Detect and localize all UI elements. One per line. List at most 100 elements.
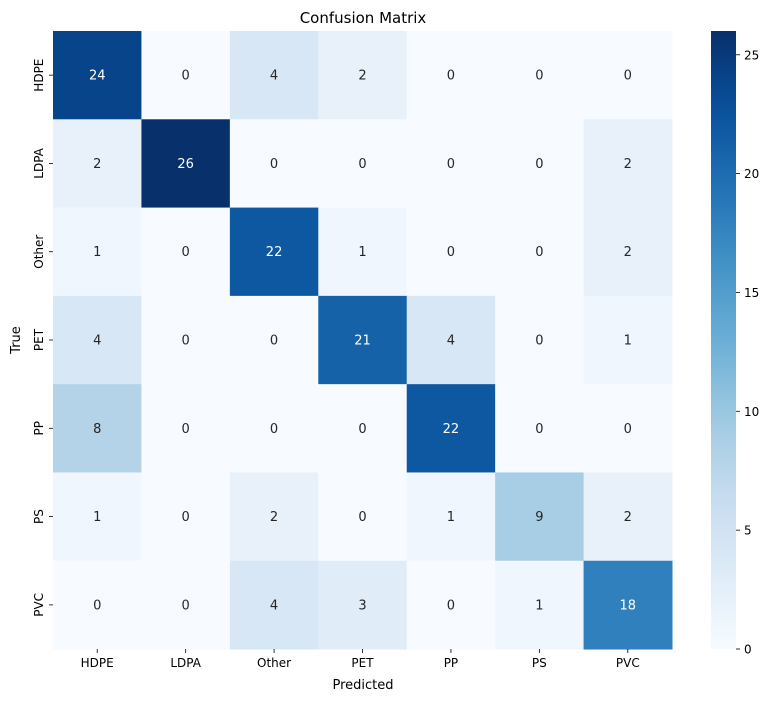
heatmap-cell xyxy=(229,31,319,120)
y-axis-ticks: HDPE LDPA Other PET PP PS PVC xyxy=(32,59,53,617)
heatmap-cell xyxy=(141,384,231,473)
cell-value-label: 0 xyxy=(270,422,278,437)
cell-value-label: 0 xyxy=(182,598,190,613)
x-tick-label: LDPA xyxy=(170,656,201,670)
cell-value-label: 4 xyxy=(270,69,278,84)
heatmap-cell xyxy=(141,207,231,297)
cell-value-label: 3 xyxy=(358,598,366,613)
colorbar-ticks: 0 5 10 15 20 25 xyxy=(736,48,759,657)
heatmap-cell xyxy=(141,560,231,650)
colorbar-tick-label: 5 xyxy=(744,524,752,538)
cell-value-label: 4 xyxy=(447,334,455,349)
cell-value-label: 0 xyxy=(93,598,101,613)
colorbar-tick-label: 0 xyxy=(744,643,752,657)
cell-value-label: 0 xyxy=(447,598,455,613)
cell-value-label: 0 xyxy=(182,69,190,84)
colorbar-tick-label: 20 xyxy=(744,167,759,181)
cell-value-label: 0 xyxy=(535,422,543,437)
x-tick-label: Other xyxy=(257,656,291,670)
cell-value-label: 0 xyxy=(358,157,366,172)
cell-value-label: 0 xyxy=(270,157,278,172)
heatmap-cell xyxy=(406,207,496,297)
heatmap-cell xyxy=(583,560,673,650)
heatmap-cell xyxy=(583,384,673,473)
cell-value-label: 0 xyxy=(270,334,278,349)
heatmap-cell xyxy=(141,472,231,562)
y-tick-label: PS xyxy=(32,509,46,524)
cell-value-label: 21 xyxy=(354,334,371,349)
cell-value-label: 0 xyxy=(535,157,543,172)
cell-value-label: 22 xyxy=(266,245,283,260)
y-tick-label: PVC xyxy=(32,593,46,617)
cell-value-label: 0 xyxy=(624,422,632,437)
heatmap-cell xyxy=(406,31,496,120)
y-tick-label: PET xyxy=(32,328,46,351)
cell-value-label: 0 xyxy=(447,245,455,260)
cell-value-label: 1 xyxy=(93,510,101,525)
heatmap-cell xyxy=(318,31,408,120)
heatmap-cell xyxy=(495,31,585,120)
heatmap-cell xyxy=(229,119,319,209)
cell-value-label: 0 xyxy=(182,245,190,260)
heatmap-cell xyxy=(318,560,408,650)
heatmap-cell xyxy=(406,384,496,473)
cell-value-label: 0 xyxy=(358,510,366,525)
cell-value-label: 0 xyxy=(182,334,190,349)
heatmap-cell xyxy=(406,295,496,385)
heatmap-cell xyxy=(495,560,585,650)
cell-value-label: 18 xyxy=(620,598,637,613)
heatmap-cell xyxy=(495,472,585,562)
heatmap-cell xyxy=(583,295,673,385)
y-tick-label: HDPE xyxy=(32,59,46,92)
colorbar xyxy=(711,31,736,649)
heatmap-cell xyxy=(53,295,142,385)
cell-value-label: 0 xyxy=(182,422,190,437)
heatmap-cell xyxy=(495,384,585,473)
chart-title: Confusion Matrix xyxy=(300,9,427,27)
cell-value-label: 1 xyxy=(535,598,543,613)
heatmap-cell xyxy=(583,31,673,120)
heatmap-cell xyxy=(583,119,673,209)
cell-value-label: 0 xyxy=(535,334,543,349)
cell-value-label: 4 xyxy=(93,334,101,349)
heatmap-cell xyxy=(229,472,319,562)
cell-value-label: 8 xyxy=(93,422,101,437)
cell-value-label: 1 xyxy=(624,334,632,349)
colorbar-tick-label: 25 xyxy=(744,48,759,62)
heatmap-cell xyxy=(318,119,408,209)
heatmap-cell xyxy=(318,207,408,297)
heatmap-cell xyxy=(53,31,142,120)
heatmap-cell xyxy=(229,384,319,473)
heatmap-cell xyxy=(318,384,408,473)
heatmap-cell xyxy=(406,119,496,209)
heatmap-cell xyxy=(229,295,319,385)
heatmap-cell xyxy=(53,119,142,209)
y-tick-label: PP xyxy=(32,421,46,435)
cell-value-label: 0 xyxy=(535,245,543,260)
heatmap-cells: 24 0 4 2 0 0 02 26 0 0 0 0 21 0 22 1 0 0 24 0 0 21 4 0 18 0 0 0 22 0 0… xyxy=(53,31,673,650)
heatmap-cell xyxy=(583,472,673,562)
cell-value-label: 4 xyxy=(270,598,278,613)
cell-value-label: 2 xyxy=(358,69,366,84)
x-tick-label: PET xyxy=(351,656,374,670)
cell-value-label: 9 xyxy=(535,510,543,525)
cell-value-label: 2 xyxy=(624,157,632,172)
cell-value-label: 2 xyxy=(624,245,632,260)
heatmap-cell xyxy=(229,560,319,650)
heatmap-cell xyxy=(53,560,142,650)
heatmap-cell xyxy=(53,384,142,473)
heatmap-cell xyxy=(583,207,673,297)
heatmap-cell xyxy=(495,207,585,297)
heatmap-cell xyxy=(495,119,585,209)
heatmap-cell xyxy=(495,295,585,385)
cell-value-label: 1 xyxy=(93,245,101,260)
x-tick-label: PS xyxy=(532,656,547,670)
cell-value-label: 2 xyxy=(93,157,101,172)
cell-value-label: 0 xyxy=(447,69,455,84)
cell-value-label: 1 xyxy=(358,245,366,260)
y-axis-label: True xyxy=(9,326,24,355)
colorbar-tick-label: 15 xyxy=(744,286,759,300)
cell-value-label: 1 xyxy=(447,510,455,525)
x-axis-ticks: HDPE LDPA Other PET PP PS PVC xyxy=(81,649,640,670)
